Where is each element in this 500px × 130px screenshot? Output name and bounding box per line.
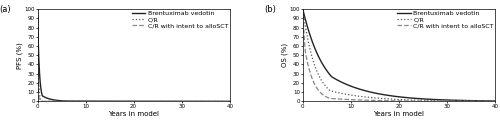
Brentuximab vedotin: [380, 94, 386, 95]
Brentuximab vedotin: [117, 100, 123, 102]
C/R: [126, 101, 132, 102]
Y-axis label: OS (%): OS (%): [282, 43, 288, 67]
Line: C/R with intent to alloSCT: C/R with intent to alloSCT: [38, 9, 230, 101]
X-axis label: Years in model: Years in model: [374, 111, 424, 117]
C/R: [440, 100, 446, 102]
C/R with intent to alloSCT: [380, 100, 386, 101]
Text: (a): (a): [0, 5, 10, 14]
Brentuximab vedotin: [391, 95, 397, 97]
C/R: [211, 101, 217, 102]
C/R: [174, 101, 180, 102]
Line: Brentuximab vedotin: Brentuximab vedotin: [303, 9, 495, 101]
C/R with intent to alloSCT: [492, 101, 498, 102]
Line: C/R with intent to alloSCT: C/R with intent to alloSCT: [303, 9, 495, 101]
C/R with intent to alloSCT: [226, 101, 232, 102]
C/R with intent to alloSCT: [300, 8, 306, 10]
C/R with intent to alloSCT: [117, 101, 123, 102]
C/R with intent to alloSCT: [391, 100, 397, 102]
C/R: [116, 101, 121, 102]
C/R: [391, 98, 397, 100]
Brentuximab vedotin: [476, 100, 482, 102]
X-axis label: Years in model: Years in model: [108, 111, 159, 117]
Brentuximab vedotin: [174, 101, 180, 102]
C/R: [486, 100, 492, 102]
Brentuximab vedotin: [492, 100, 498, 102]
Brentuximab vedotin: [300, 8, 306, 10]
C/R: [117, 101, 123, 102]
Brentuximab vedotin: [211, 101, 217, 102]
C/R: [300, 8, 306, 10]
C/R with intent to alloSCT: [211, 101, 217, 102]
C/R: [380, 98, 386, 99]
C/R with intent to alloSCT: [382, 100, 388, 101]
C/R with intent to alloSCT: [126, 101, 132, 102]
Line: Brentuximab vedotin: Brentuximab vedotin: [38, 9, 230, 101]
Brentuximab vedotin: [440, 99, 446, 101]
Line: C/R: C/R: [303, 9, 495, 101]
Brentuximab vedotin: [382, 94, 388, 96]
C/R with intent to alloSCT: [440, 100, 446, 102]
C/R with intent to alloSCT: [476, 100, 482, 102]
C/R: [492, 100, 498, 102]
C/R: [382, 98, 388, 99]
C/R with intent to alloSCT: [116, 101, 121, 102]
Brentuximab vedotin: [116, 100, 121, 102]
Legend: Brentuximab vedotin, C/R, C/R with intent to alloSCT: Brentuximab vedotin, C/R, C/R with inten…: [396, 10, 494, 29]
Brentuximab vedotin: [221, 101, 227, 102]
C/R: [226, 101, 232, 102]
Brentuximab vedotin: [486, 100, 492, 102]
C/R: [34, 8, 40, 10]
Text: (b): (b): [264, 5, 276, 14]
C/R: [221, 101, 227, 102]
Brentuximab vedotin: [126, 100, 132, 102]
C/R with intent to alloSCT: [174, 101, 180, 102]
Brentuximab vedotin: [226, 101, 232, 102]
Legend: Brentuximab vedotin, C/R, C/R with intent to alloSCT: Brentuximab vedotin, C/R, C/R with inten…: [131, 10, 229, 29]
C/R with intent to alloSCT: [486, 101, 492, 102]
Line: C/R: C/R: [38, 9, 230, 101]
C/R: [476, 100, 482, 102]
Brentuximab vedotin: [34, 8, 40, 10]
C/R with intent to alloSCT: [34, 8, 40, 10]
Y-axis label: PFS (%): PFS (%): [16, 42, 23, 69]
C/R with intent to alloSCT: [221, 101, 227, 102]
